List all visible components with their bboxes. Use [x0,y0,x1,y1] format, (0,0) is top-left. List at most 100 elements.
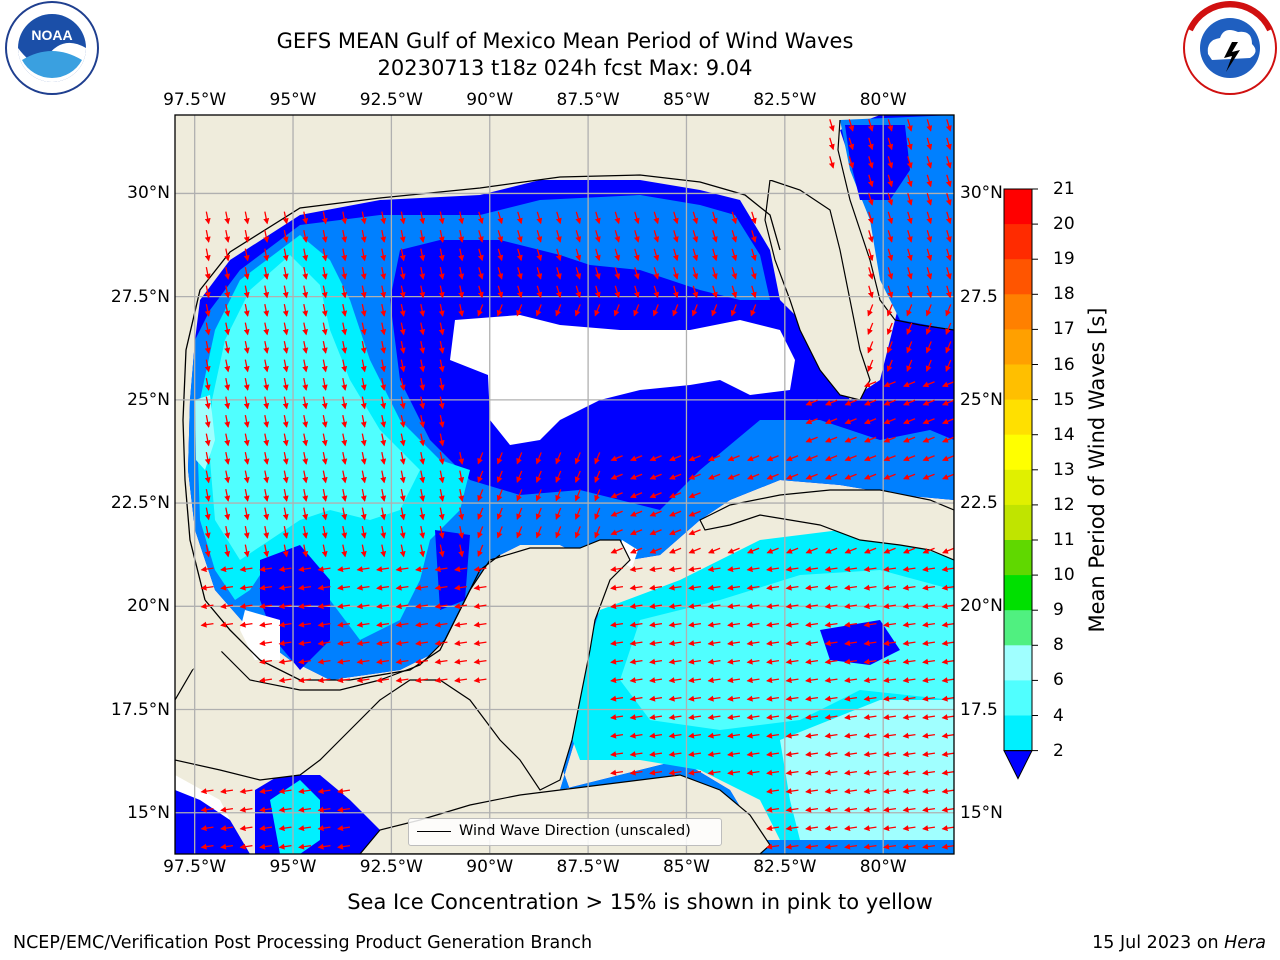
wind-wave-arrow [204,470,211,484]
wind-wave-arrow [360,285,367,299]
wind-wave-arrow [867,156,874,169]
wind-wave-arrow [864,418,877,425]
wind-wave-arrow [863,658,877,665]
wind-wave-arrow [708,547,721,554]
wind-wave-arrow [652,304,659,317]
wind-wave-arrow [649,455,662,462]
wind-wave-arrow [707,732,721,739]
wind-wave-arrow [883,418,896,425]
wind-wave-arrow [224,451,231,465]
colorbar-tick-label: 15 [1053,389,1075,410]
wind-wave-arrow [731,248,738,262]
wind-wave-arrow [555,285,562,299]
wind-wave-arrow [454,677,468,684]
wind-wave-arrow [317,640,331,647]
colorbar-tick-label: 9 [1053,600,1064,621]
wind-wave-arrow [438,507,445,521]
colorbar-swatch [1004,504,1032,541]
wind-wave-arrow [672,304,679,317]
wind-wave-arrow [458,544,465,558]
wind-wave-arrow [497,267,504,280]
wind-wave-arrow [376,584,390,591]
wind-wave-arrow [419,396,426,410]
wind-wave-arrow [458,525,465,539]
wind-wave-arrow [922,473,935,480]
wind-wave-arrow [785,788,799,795]
wind-wave-arrow [302,433,309,447]
wind-wave-arrow [594,230,601,243]
wind-wave-arrow [649,603,663,610]
wind-wave-arrow [824,825,838,832]
wind-wave-arrow [883,714,897,721]
wind-wave-arrow [750,304,757,317]
wind-wave-arrow [239,566,253,573]
wind-wave-arrow [380,340,387,354]
wind-wave-arrow [887,248,894,262]
wind-wave-arrow [711,304,718,317]
wind-wave-arrow [692,285,699,299]
wind-wave-arrow [766,658,780,665]
wind-wave-arrow [200,603,214,610]
wind-wave-arrow [941,751,954,758]
wind-wave-arrow [239,843,253,850]
lon-tick-top: 82.5°W [753,90,817,110]
wind-wave-arrow [707,769,721,776]
wind-wave-arrow [649,566,663,573]
wind-wave-arrow [727,714,741,721]
wind-wave-arrow [903,473,916,480]
wind-wave-arrow [653,230,660,243]
wind-wave-arrow [922,640,936,647]
florida-keys-coastline [837,119,954,331]
wind-wave-arrow [711,248,718,262]
wind-wave-arrow [883,732,897,739]
wind-wave-arrow [688,695,702,702]
wind-wave-arrow [220,825,234,832]
wind-wave-arrow [766,751,780,758]
wind-wave-arrow [688,714,702,721]
wind-wave-arrow [263,433,270,447]
wind-wave-arrow [278,843,292,850]
wind-wave-arrow [282,488,289,502]
wind-wave-arrow [399,470,406,484]
colorbar-swatch [1004,645,1032,681]
wind-wave-arrow [535,452,542,465]
wind-wave-arrow [630,529,643,536]
wind-wave-arrow [610,455,623,462]
wind-wave-arrow [574,489,581,502]
wind-wave-arrow [886,341,893,354]
wind-wave-arrow [688,529,701,536]
wind-wave-arrow [302,507,309,521]
wind-wave-arrow [302,303,309,317]
missing-data-southwest [240,610,280,660]
wind-wave-arrow [263,488,270,502]
wind-wave-arrow [844,566,858,573]
wind-wave-arrow [824,695,838,702]
wind-wave-arrow [727,566,741,573]
wind-wave-arrow [341,322,348,336]
wind-wave-arrow [610,714,624,721]
wind-wave-arrow [380,248,387,262]
wind-wave-arrow [805,806,819,813]
legend-line-swatch [417,831,451,832]
wind-wave-arrow [941,843,954,850]
wind-wave-arrow [516,267,523,280]
wind-wave-arrow [630,492,643,499]
wind-wave-arrow [419,285,426,299]
wind-wave-arrow [844,603,858,610]
wind-wave-arrow [867,174,874,188]
wind-wave-arrow [415,603,429,610]
wind-wave-arrow [438,229,445,243]
wind-wave-arrow [630,473,643,480]
wind-wave-arrow [688,473,701,480]
wind-wave-arrow [688,492,701,499]
wind-wave-arrow [282,525,289,539]
wind-wave-arrow [805,843,819,850]
wind-wave-arrow [629,751,643,758]
wind-wave-arrow [516,526,523,539]
pacific-water [175,790,250,854]
wind-wave-arrow [863,640,877,647]
wind-wave-arrow [922,381,935,388]
wind-wave-arrow [906,156,913,169]
colorbar-tick-label: 4 [1053,705,1064,726]
